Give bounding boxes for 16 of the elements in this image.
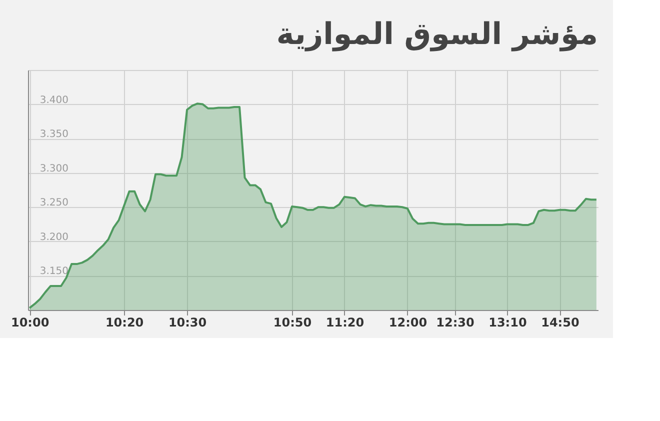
x-tick-label: 10:20 <box>105 316 144 330</box>
y-tick-label: 3.150 <box>40 266 68 278</box>
x-tick-label: 13:10 <box>488 316 527 330</box>
x-tick-label: 10:50 <box>273 316 312 330</box>
y-tick-label: 3.200 <box>40 232 68 243</box>
y-tick-label: 3.250 <box>40 198 68 209</box>
x-tick-label: 11:20 <box>326 316 364 330</box>
x-tick-label: 10:00 <box>10 316 50 330</box>
y-tick-label: 3.300 <box>40 163 68 174</box>
y-tick-label: 3.400 <box>40 94 68 106</box>
y-tick-label: 3.350 <box>40 129 68 140</box>
x-tick-label: 14:50 <box>541 316 580 330</box>
chart-title: مؤشر السوق الموازية <box>276 17 598 52</box>
x-tick-label: 12:00 <box>388 316 428 330</box>
x-tick-label: 12:30 <box>436 316 474 330</box>
x-tick-label: 10:30 <box>168 316 207 330</box>
